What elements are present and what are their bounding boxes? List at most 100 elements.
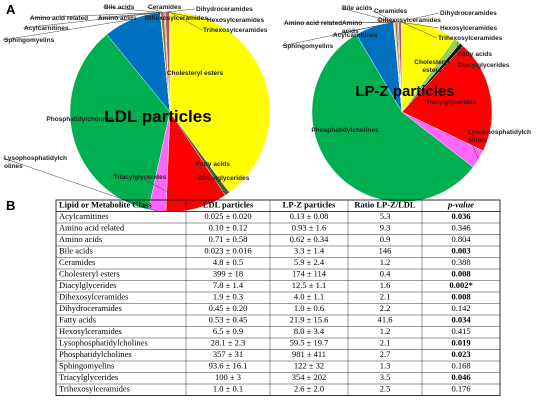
table-cell: 146 (379, 246, 392, 256)
table-cell: 0.034 (451, 315, 471, 325)
table-cell: 0.036 (451, 211, 470, 221)
table-cell: 5.9 ± 2.4 (294, 257, 325, 267)
table-cell: 5.3 (380, 211, 391, 221)
slice-label: Fatty acids (196, 161, 230, 168)
table-cell: 0.62 ± 0.34 (290, 234, 329, 244)
slice-label: Amino acids (342, 20, 362, 35)
table-cell: 981 ± 411 (292, 349, 326, 359)
pie-slice (401, 45, 493, 152)
table-cell: 4.8 ± 0.5 (213, 257, 243, 267)
slice-label: Trihexosylceramides (203, 27, 268, 34)
leader-line (196, 177, 228, 195)
leader-line (22, 12, 161, 29)
leader-line (2, 157, 158, 212)
table-cell: 2.5 (380, 384, 391, 394)
leader-line (399, 21, 440, 29)
table-cell: 0.804 (451, 234, 471, 244)
table-cell: 2.1 (380, 292, 391, 302)
table-cell: 1.2 (380, 257, 391, 267)
table-cell: Hexosylceramides (59, 326, 122, 336)
table-cell: 0.025 ± 0.020 (204, 211, 251, 221)
table-cell: 354 ± 202 (292, 372, 326, 382)
table-cell: 100 ± 3 (215, 372, 241, 382)
slice-label: Bile acids (342, 5, 373, 12)
table-cell: 93.6 ± 16.1 (209, 361, 248, 371)
table-cell: 0.4 (380, 269, 391, 279)
table-cell: 122 ± 32 (294, 361, 324, 371)
table-cell: 1.9 ± 0.3 (213, 292, 243, 302)
table-cell: 12.5 ± 1.1 (292, 280, 326, 290)
table-cell: Fatty acids (59, 315, 96, 325)
leader-line (372, 10, 397, 23)
table-cell: 0.023 ± 0.016 (204, 246, 251, 256)
table-cell: Sphingomyelins (59, 361, 114, 371)
table-cell: Bile acids (59, 246, 93, 256)
slice-label: Hexosylceramides (440, 25, 497, 32)
table-cell: 174 ± 114 (292, 269, 327, 279)
table-cell: 2.6 ± 2.0 (294, 384, 324, 394)
pie-slice (169, 11, 271, 193)
leader-line (146, 6, 163, 13)
slice-label: Acylcarnitines (24, 25, 69, 32)
table-cell: 0.45 ± 0.20 (209, 303, 248, 313)
header-cell: LDL particles (203, 200, 254, 210)
table-cell: 0.10 ± 0.12 (209, 223, 248, 233)
table-cell: 8.0 ± 3.4 (294, 326, 325, 336)
slice-label: Phosphatidylcholines (46, 116, 114, 123)
table-cell: 0.9 (380, 234, 391, 244)
leader-line (169, 11, 203, 31)
table-cell: 3.3 ± 1.4 (294, 246, 325, 256)
table-cell: Amino acids (59, 234, 102, 244)
table-cell: 28.1 ± 2.3 (211, 338, 245, 348)
header-cell: LP-Z particles (283, 200, 336, 210)
leader-line (2, 19, 132, 41)
panel-label: A (6, 2, 16, 17)
slice-label: Lysophosphatidylch olines (4, 155, 67, 170)
slice-label: Dihexosylceramides (378, 17, 441, 24)
slice-label: Ceramides (148, 4, 182, 11)
table-cell: 0.046 (451, 372, 470, 382)
leader-line (401, 21, 438, 39)
table-cell: 0.019 (451, 338, 470, 348)
table-cell: 1.2 (380, 326, 391, 336)
table-cell: 21.9 ± 15.6 (290, 315, 329, 325)
slice-label: Dihexosylceramides (145, 15, 208, 22)
table-cell: 59.5 ± 19.7 (290, 338, 329, 348)
leader-line (340, 22, 394, 24)
table-cell: 357 ± 31 (213, 349, 243, 359)
table-cell: 1.0 ± 0.6 (294, 303, 324, 313)
table-cell: Triacylglycerides (59, 372, 118, 382)
slice-label: Amino acid related (284, 20, 342, 27)
slice-label: Dihydroceramides (196, 6, 253, 13)
leader-line (376, 19, 398, 23)
table-cell: 41.6 (378, 315, 393, 325)
slice-label: Lysophosphatidylch olines (468, 129, 531, 144)
table-cell: 4.0 ± 1.1 (294, 292, 324, 302)
table-cell: 1.0 ± 0.1 (213, 384, 243, 394)
leader-line (466, 131, 479, 160)
pie-slice (311, 34, 474, 203)
table-cell: 0.415 (451, 326, 470, 336)
table-cell: 2.2 (380, 303, 391, 313)
pie-slice (69, 34, 171, 210)
slice-label: Diacylglycerides (458, 62, 510, 69)
leader-line (194, 163, 230, 193)
table-cell: 0.023 (451, 349, 470, 359)
slice-label: Dihydroceramides (440, 10, 497, 17)
table-cell: Trihexosylceramides (59, 384, 130, 394)
slice-label: Diacylglycerides (198, 175, 250, 182)
leader-line (139, 176, 198, 209)
slice-label: Bile acids (104, 4, 135, 11)
table-cell: Lysophosphatidylcholines (59, 338, 148, 348)
table-cell: 3.5 (380, 372, 391, 382)
table-cell: 0.008 (451, 269, 470, 279)
slice-label: Fatty acids (458, 51, 492, 58)
slice-label: Ceramides (374, 8, 408, 15)
chart-title: LP-Z particles (355, 83, 454, 100)
table-cell: Dihydroceramides (59, 303, 122, 313)
table-cell: 6.5 ± 0.9 (213, 326, 243, 336)
table-cell: Dihexosylceramides (59, 292, 128, 302)
table-cell: 0.002* (449, 280, 472, 290)
slice-label: Hexosylceramides (207, 17, 264, 24)
table-cell: Acylcarnitines (59, 211, 109, 221)
